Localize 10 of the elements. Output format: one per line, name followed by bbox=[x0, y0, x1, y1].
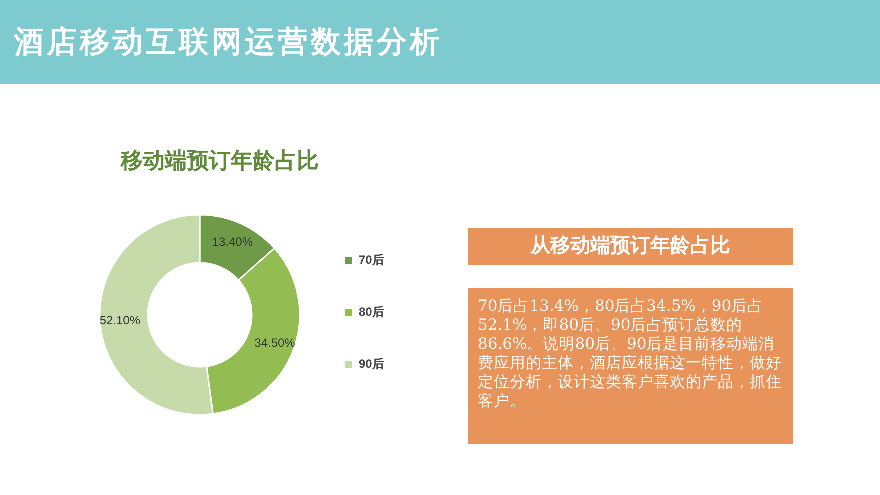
legend-label: 90后 bbox=[359, 357, 384, 371]
text: 酒店移动互联网运营数据分析 bbox=[14, 24, 443, 62]
data-label: 52.10% bbox=[100, 313, 141, 328]
chart-title: 移动端预订年龄占比 bbox=[120, 148, 319, 173]
data-label: 13.40% bbox=[212, 234, 254, 249]
data-label: 34.50% bbox=[254, 336, 296, 350]
text: 从移动端预订年龄占比 bbox=[468, 228, 793, 265]
text: 70后占13.4%，80后占34.5%，90后占52.1%，即80后、90后占预订总数的86.6%。说明80后、90后是目前移动端消费应用的主体，酒店应根据这一特性，做好定位分析，设计这类客户喜欢的产品，抓住客户。 bbox=[468, 288, 793, 444]
legend-label: 80后 bbox=[359, 305, 384, 319]
legend-label: 70后 bbox=[359, 253, 384, 267]
